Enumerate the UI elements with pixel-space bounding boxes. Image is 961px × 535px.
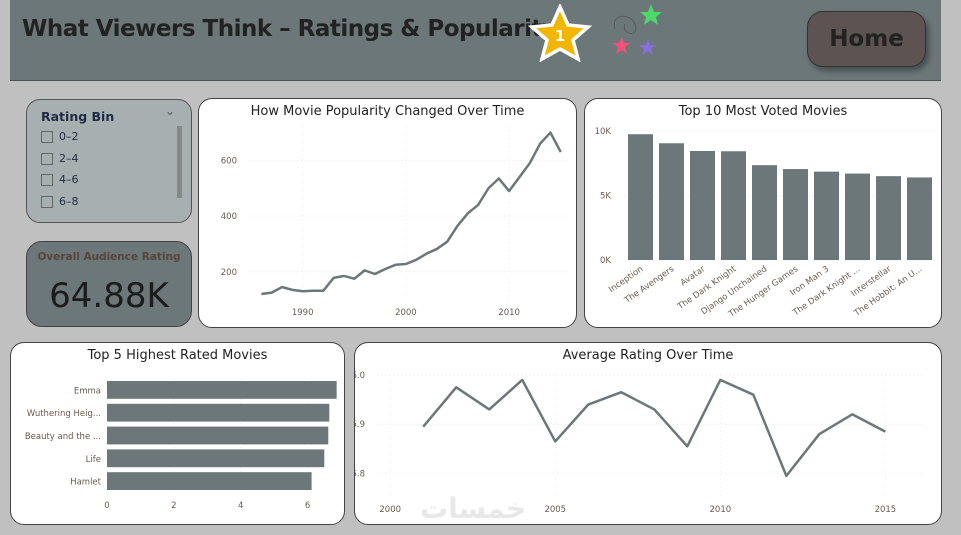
- chevron-down-icon[interactable]: ⌄: [165, 104, 176, 118]
- bar: [845, 173, 870, 260]
- most-voted-chart-card: Top 10 Most Voted Movies 0K 5K 10K Inceptio…: [584, 98, 942, 328]
- x-tick-label: 2005: [544, 505, 566, 515]
- header-bar: [10, 0, 941, 81]
- x-tick-label: 2: [171, 501, 176, 511]
- gold-star-badge-icon: 1: [528, 4, 592, 62]
- y-tick-label: Wuthering Heig...: [27, 409, 101, 419]
- popularity-chart-card: How Movie Popularity Changed Over Time 2…: [198, 98, 577, 328]
- page-title: What Viewers Think – Ratings & Popularit…: [22, 16, 557, 42]
- checkbox[interactable]: [41, 195, 53, 208]
- x-tick-label: 2000: [395, 308, 417, 318]
- bar: [107, 472, 312, 490]
- chart-title: Top 10 Most Voted Movies: [678, 104, 848, 119]
- x-tick-label: 2010: [498, 308, 520, 318]
- bar: [907, 177, 932, 260]
- x-tick-label: 1990: [292, 308, 314, 318]
- bar: [107, 449, 325, 468]
- y-tick-label: Hamlet: [70, 478, 101, 488]
- chart-title: Average Rating Over Time: [562, 348, 734, 363]
- slicer-item-label: 6–8: [59, 195, 79, 208]
- y-tick-label: 5.8: [355, 469, 365, 479]
- checkbox[interactable]: [41, 130, 53, 143]
- x-tick-label: 2000: [379, 505, 401, 515]
- y-tick-label: 200: [221, 268, 237, 278]
- series-line: [261, 131, 562, 296]
- average-rating-line-chart: 5.8 5.9 6.0 2000 2005 2010 2015: [351, 371, 925, 515]
- slicer-scrollbar[interactable]: [177, 126, 182, 198]
- checkbox[interactable]: [41, 152, 53, 165]
- bar: [783, 169, 808, 260]
- y-tick-label: Life: [86, 455, 101, 465]
- slicer-item-label: 2–4: [59, 152, 79, 165]
- kpi-value: 64.88K: [49, 276, 169, 316]
- y-tick-label: Beauty and the ...: [25, 432, 101, 442]
- bar: [628, 134, 653, 260]
- chart-title: How Movie Popularity Changed Over Time: [250, 104, 525, 119]
- slicer-item-4-6[interactable]: 4–6: [41, 173, 79, 186]
- average-rating-chart-card: Average Rating Over Time 5.8 5.9 6.0 2000 20…: [351, 342, 942, 525]
- overall-rating-card: Overall Audience Rating 64.88K: [26, 241, 192, 327]
- y-tick-label: 10K: [595, 127, 612, 137]
- bar: [690, 150, 715, 260]
- y-tick-label: 400: [221, 212, 237, 222]
- x-tick-label: 2010: [710, 505, 732, 515]
- bar: [814, 171, 839, 260]
- x-tick-label: 0: [104, 501, 109, 511]
- home-button[interactable]: Home: [807, 11, 926, 67]
- y-tick-label: 0K: [600, 256, 611, 266]
- slicer-item-2-4[interactable]: 2–4: [41, 152, 79, 165]
- slicer-item-6-8[interactable]: 6–8: [41, 195, 79, 208]
- highest-rated-bar-chart: 0 2 4 6 Emma Wuthering Heig... Beauty and the …: [25, 379, 337, 511]
- slicer-item-label: 0–2: [59, 130, 79, 143]
- svg-text:1: 1: [555, 27, 565, 45]
- bar: [721, 151, 746, 260]
- y-tick-label: 600: [221, 156, 237, 166]
- bar: [752, 165, 777, 260]
- hanging-stars-icon: [612, 4, 662, 55]
- rating-bin-slicer: Rating Bin ⌄ 0–2 2–4 4–6 6–8: [26, 99, 192, 223]
- x-tick-label: 2015: [875, 505, 897, 515]
- series-line: [422, 378, 886, 478]
- bar: [876, 176, 901, 260]
- y-tick-label: 6.0: [355, 371, 365, 381]
- highest-rated-chart-card: Top 5 Highest Rated Movies 0 2 4 6 Emma Wuthe…: [10, 342, 345, 525]
- y-tick-label: Emma: [74, 386, 101, 396]
- x-tick-label: 4: [238, 501, 243, 511]
- slicer-item-label: 4–6: [59, 173, 79, 186]
- checkbox[interactable]: [41, 173, 53, 186]
- watermark-logo: خمسات: [420, 492, 527, 525]
- popularity-line-chart: 200 400 600 1990 2000 2010: [221, 127, 569, 318]
- kpi-label: Overall Audience Rating: [37, 251, 181, 263]
- bar: [107, 403, 330, 422]
- bar: [659, 143, 684, 260]
- slicer-title: Rating Bin: [41, 109, 115, 124]
- y-tick-label: 5K: [600, 192, 611, 202]
- slicer-item-0-2[interactable]: 0–2: [41, 130, 79, 143]
- y-tick-label: 5.9: [355, 420, 365, 430]
- bar: [107, 426, 329, 445]
- bar: [107, 381, 337, 399]
- x-tick-label: 6: [305, 501, 310, 511]
- chart-title: Top 5 Highest Rated Movies: [87, 348, 268, 363]
